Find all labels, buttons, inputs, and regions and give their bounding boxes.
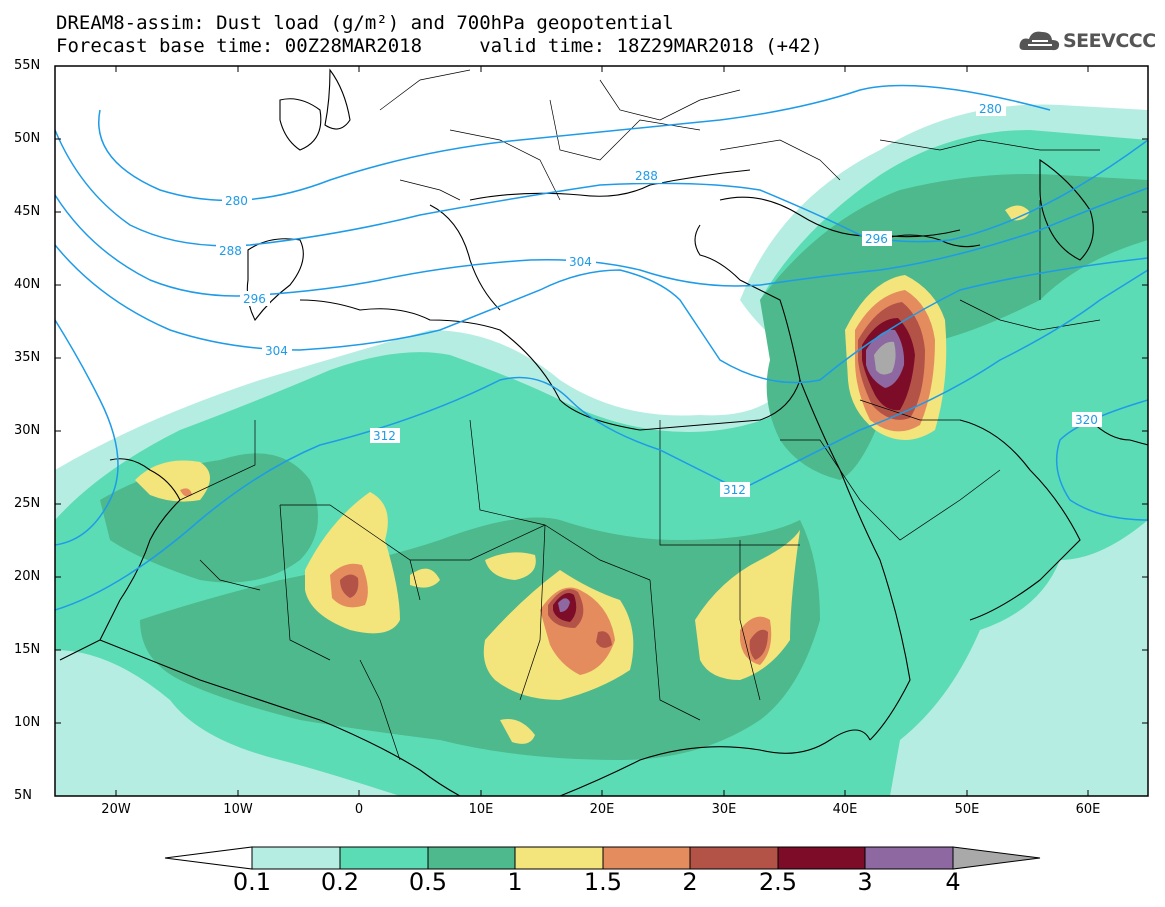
lon-label: 40E (832, 802, 858, 817)
lat-label: 35N (14, 350, 41, 365)
lat-label: 20N (14, 569, 41, 584)
contour-labels: 280 288 296 304 312 280 288 296 304 312 … (216, 101, 1102, 497)
lat-label: 40N (14, 277, 41, 292)
lon-label: 30E (711, 802, 737, 817)
axis-ticks (55, 65, 1148, 797)
colorbar-swatch (689, 846, 779, 870)
lat-label: 10N (14, 715, 41, 730)
contour-label: 320 (1075, 413, 1098, 427)
colorbar-label: 1 (507, 868, 523, 896)
colorbar-swatch (602, 846, 691, 870)
contour-label: 280 (225, 194, 248, 208)
colorbar-label: 2.5 (758, 868, 798, 896)
colorbar-swatch (514, 846, 604, 870)
contour-label: 288 (635, 169, 658, 183)
seevccc-cloud-logo-icon (1019, 31, 1060, 51)
lon-label: 10W (223, 802, 253, 817)
contour-label: 280 (979, 102, 1002, 116)
chart-title-line-2: Forecast base time: 00Z28MAR2018 valid t… (56, 35, 823, 57)
contour-label: 296 (865, 232, 888, 246)
lat-label: 45N (14, 204, 41, 219)
colorbar-swatch (427, 846, 516, 870)
lon-label: 50E (954, 802, 980, 817)
contour-label: 296 (243, 292, 266, 306)
lon-label: 20W (101, 802, 131, 817)
colorbar-label: 2 (682, 868, 698, 896)
coastlines (59, 68, 1148, 796)
colorbar-label: 0.2 (320, 868, 360, 896)
lon-label: 10E (468, 802, 494, 817)
lon-label: 20E (589, 802, 615, 817)
lat-label: 15N (14, 642, 41, 657)
dust-field (55, 104, 1148, 796)
colorbar-swatch (777, 846, 866, 870)
colorbar-label: 4 (945, 868, 961, 896)
colorbar-swatch (864, 846, 954, 870)
colorbar-swatch (251, 846, 341, 870)
lat-label: 50N (14, 131, 41, 146)
lon-label: 0 (354, 802, 364, 817)
contour-label: 312 (723, 483, 746, 497)
colorbar-swatch (339, 846, 429, 870)
colorbar-label: 0.5 (408, 868, 448, 896)
lat-label: 5N (14, 788, 32, 803)
colorbar-swatch (952, 846, 1041, 870)
contour-label: 312 (373, 429, 396, 443)
contour-label: 304 (569, 255, 592, 269)
lat-label: 25N (14, 496, 41, 511)
contour-label: 304 (265, 344, 288, 358)
contour-label: 288 (219, 244, 242, 258)
lat-label: 55N (14, 58, 41, 73)
country-borders (179, 69, 1101, 761)
colorbar (164, 846, 1041, 870)
logo-text: SEEVCCC (1063, 30, 1156, 52)
lat-label: 30N (14, 423, 41, 438)
colorbar-label: 3 (857, 868, 873, 896)
chart-title-line-1: DREAM8-assim: Dust load (g/m²) and 700hP… (56, 12, 674, 34)
colorbar-label: 0.1 (232, 868, 272, 896)
lon-label: 60E (1075, 802, 1101, 817)
colorbar-label: 1.5 (583, 868, 623, 896)
